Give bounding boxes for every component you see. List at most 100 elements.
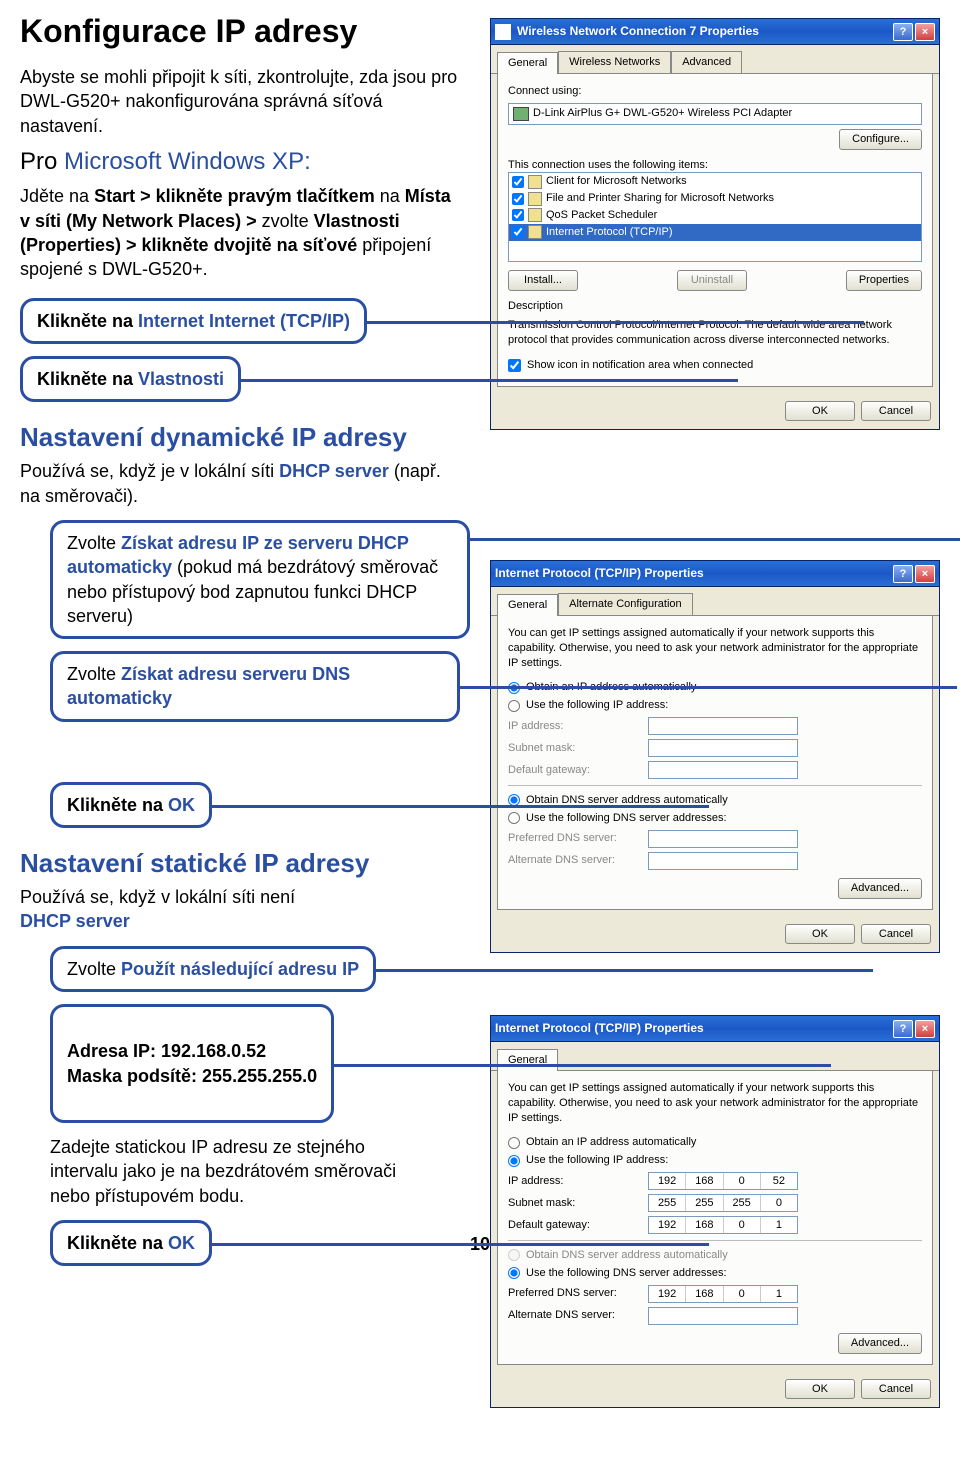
qos-icon xyxy=(528,208,542,222)
tab-strip: General Alternate Configuration xyxy=(491,587,939,616)
gw-input[interactable] xyxy=(648,761,798,779)
help-button[interactable]: ? xyxy=(893,1020,913,1038)
t: Používá se, když v lokální síti není xyxy=(20,887,295,907)
list-item[interactable]: QoS Packet Scheduler xyxy=(509,207,921,224)
dialog-body: Connect using: D-Link AirPlus G+ DWL-G52… xyxy=(497,74,933,387)
advanced-button[interactable]: Advanced... xyxy=(838,878,922,899)
tab-general[interactable]: General xyxy=(497,594,558,616)
t: Klikněte na xyxy=(67,795,168,815)
adapter-row[interactable]: D-Link AirPlus G+ DWL-G520+ Wireless PCI… xyxy=(508,103,922,125)
ip-input[interactable]: 192168052 xyxy=(648,1172,798,1190)
ip-seg: 1 xyxy=(761,1286,797,1302)
use-dns-radio[interactable] xyxy=(508,1267,520,1279)
ip-seg: 0 xyxy=(761,1195,797,1211)
checkbox[interactable] xyxy=(512,193,524,205)
fileprint-icon xyxy=(528,192,542,206)
adapter-icon xyxy=(513,107,529,121)
obtain-ip-radio[interactable] xyxy=(508,1137,520,1149)
show-icon-checkbox[interactable] xyxy=(508,359,521,372)
callout-properties: Klikněte na Vlastnosti xyxy=(20,356,241,402)
help-button[interactable]: ? xyxy=(893,23,913,41)
ok-button[interactable]: OK xyxy=(785,401,855,422)
static-sub: Používá se, když v lokální síti není DHC… xyxy=(20,885,460,934)
ip-seg: 0 xyxy=(724,1173,761,1189)
configure-button[interactable]: Configure... xyxy=(839,129,922,150)
xp-heading: Pro Microsoft Windows XP: xyxy=(20,146,460,178)
checkbox[interactable] xyxy=(512,209,524,221)
ok-button[interactable]: OK xyxy=(785,924,855,945)
tcpip-properties-dialog-static: Internet Protocol (TCP/IP) Properties ? … xyxy=(490,1015,940,1408)
ok-button[interactable]: OK xyxy=(785,1379,855,1400)
titlebar[interactable]: Internet Protocol (TCP/IP) Properties ? … xyxy=(491,561,939,587)
help-button[interactable]: ? xyxy=(893,565,913,583)
pdns-label: Preferred DNS server: xyxy=(508,831,648,846)
pdns-label: Preferred DNS server: xyxy=(508,1286,648,1301)
static-body: Zadejte statickou IP adresu ze stejného … xyxy=(50,1135,430,1208)
adns-input[interactable] xyxy=(648,852,798,870)
sm-input[interactable] xyxy=(648,739,798,757)
use-dns-radio[interactable] xyxy=(508,812,520,824)
cancel-button[interactable]: Cancel xyxy=(861,401,931,422)
checkbox[interactable] xyxy=(512,226,524,238)
static-title: Nastavení statické IP adresy xyxy=(20,846,460,881)
adns-input[interactable] xyxy=(648,1307,798,1325)
advanced-button[interactable]: Advanced... xyxy=(838,1333,922,1354)
show-icon-label: Show icon in notification area when conn… xyxy=(527,358,753,373)
uninstall-button[interactable]: Uninstall xyxy=(677,270,747,291)
t: Jděte na xyxy=(20,186,94,206)
list-item[interactable]: Client for Microsoft Networks xyxy=(509,173,921,190)
tab-general[interactable]: General xyxy=(497,52,558,74)
callout-use-ip: Zvolte Použít následující adresu IP xyxy=(50,946,376,992)
ip-label: IP address: xyxy=(508,1174,648,1189)
t: OK xyxy=(168,795,195,815)
t: Klikněte na xyxy=(37,369,138,389)
blurb: You can get IP settings assigned automat… xyxy=(508,626,922,671)
list-item-tcpip[interactable]: Internet Protocol (TCP/IP) xyxy=(509,224,921,241)
properties-button[interactable]: Properties xyxy=(846,270,922,291)
gw-label: Default gateway: xyxy=(508,1218,648,1233)
use-ip-radio[interactable] xyxy=(508,700,520,712)
close-button[interactable]: × xyxy=(915,1020,935,1038)
sm-label: Subnet mask: xyxy=(508,741,648,756)
dialog-buttons: OK Cancel xyxy=(491,916,939,953)
pdns-input[interactable] xyxy=(648,830,798,848)
ip-seg: 255 xyxy=(724,1195,761,1211)
t: Zvolte xyxy=(67,533,121,553)
checkbox[interactable] xyxy=(512,176,524,188)
sm-input[interactable]: 2552552550 xyxy=(648,1194,798,1212)
gw-input[interactable]: 19216801 xyxy=(648,1216,798,1234)
adapter-name: D-Link AirPlus G+ DWL-G520+ Wireless PCI… xyxy=(533,106,792,121)
use-ip-radio[interactable] xyxy=(508,1155,520,1167)
item-label: File and Printer Sharing for Microsoft N… xyxy=(546,191,774,206)
network-icon xyxy=(495,24,511,40)
tab-alt[interactable]: Alternate Configuration xyxy=(558,593,693,615)
tcpip-properties-dialog-dhcp: Internet Protocol (TCP/IP) Properties ? … xyxy=(490,560,940,953)
radio-label: Use the following DNS server addresses: xyxy=(526,811,727,826)
tab-strip: General Wireless Networks Advanced xyxy=(491,45,939,74)
tab-general[interactable]: General xyxy=(497,1049,558,1071)
components-listbox[interactable]: Client for Microsoft Networks File and P… xyxy=(508,172,922,262)
list-item[interactable]: File and Printer Sharing for Microsoft N… xyxy=(509,190,921,207)
t: Zvolte xyxy=(67,664,121,684)
close-button[interactable]: × xyxy=(915,23,935,41)
cancel-button[interactable]: Cancel xyxy=(861,1379,931,1400)
dialog-buttons: OK Cancel xyxy=(491,393,939,430)
item-label: Client for Microsoft Networks xyxy=(546,174,687,189)
install-button[interactable]: Install... xyxy=(508,270,578,291)
titlebar[interactable]: Wireless Network Connection 7 Properties… xyxy=(491,19,939,45)
tab-wireless[interactable]: Wireless Networks xyxy=(558,51,671,73)
radio-label: Use the following IP address: xyxy=(526,1153,668,1168)
callout-tcpip: Klikněte na Internet Internet (TCP/IP) xyxy=(20,298,367,344)
t: Start > klikněte pravým tlačítkem xyxy=(94,186,375,206)
close-button[interactable]: × xyxy=(915,565,935,583)
dialog-body: You can get IP settings assigned automat… xyxy=(497,616,933,910)
callout-obtain-ip: Zvolte Získat adresu IP ze serveru DHCP … xyxy=(50,520,470,639)
titlebar[interactable]: Internet Protocol (TCP/IP) Properties ? … xyxy=(491,1016,939,1042)
pdns-input[interactable]: 19216801 xyxy=(648,1285,798,1303)
t: Používá se, když je v lokální síti xyxy=(20,461,279,481)
callout-ok-2: Klikněte na OK xyxy=(50,1220,212,1266)
cancel-button[interactable]: Cancel xyxy=(861,924,931,945)
xp-instructions: Jděte na Start > klikněte pravým tlačítk… xyxy=(20,184,460,281)
ip-input[interactable] xyxy=(648,717,798,735)
tab-advanced[interactable]: Advanced xyxy=(671,51,742,73)
